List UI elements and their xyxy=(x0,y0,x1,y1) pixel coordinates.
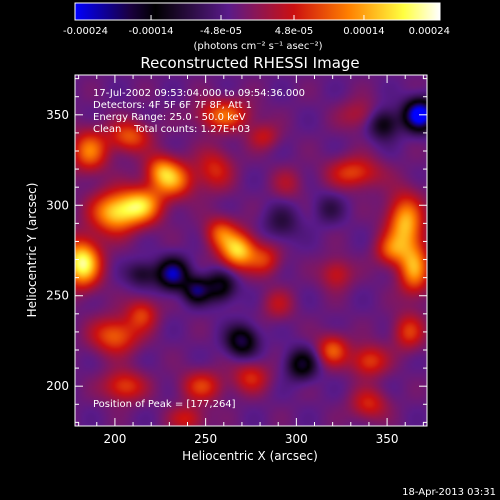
annotation-peak-position: Position of Peak = [177,264] xyxy=(93,399,236,410)
timestamp: 18-Apr-2013 03:31 xyxy=(402,487,496,498)
y-axis-label: Heliocentric Y (arcsec) xyxy=(25,183,39,318)
y-tick-label: 300 xyxy=(46,198,69,212)
x-tick-label: 300 xyxy=(285,432,308,446)
plot-frame xyxy=(74,74,428,427)
annotation-detectors: Detectors: 4F 5F 6F 7F 8F, Att 1 xyxy=(93,100,252,111)
colorbar-unit-label: (photons cm⁻² s⁻¹ asec⁻²) xyxy=(193,41,322,52)
colorbar-ticks: -0.00024 -0.00014 -4.8e-05 4.8e-05 0.00014 0.… xyxy=(63,15,450,37)
x-tick-label: 200 xyxy=(103,432,126,446)
annotation-time-range: 17-Jul-2002 09:53:04.000 to 09:54:36.000 xyxy=(93,88,305,99)
plot-axes: 200 250 300 350 200 250 300 350 xyxy=(46,74,428,446)
heatmap-image xyxy=(75,75,427,426)
colorbar-tick-label: 0.00024 xyxy=(409,26,450,37)
y-tick-label: 200 xyxy=(46,379,69,393)
annotation-total-counts: Clean Total counts: 1.27E+03 xyxy=(93,124,250,135)
colorbar-tick-label: 4.8e-05 xyxy=(275,26,313,37)
y-tick-label: 350 xyxy=(46,108,69,122)
y-tick-label: 250 xyxy=(46,289,69,303)
annotations: 17-Jul-2002 09:53:04.000 to 09:54:36.000… xyxy=(93,88,305,410)
colorbar-tick-label: -4.8e-05 xyxy=(200,26,242,37)
colorbar-tick-label: 0.00014 xyxy=(343,26,384,37)
annotation-energy-range: Energy Range: 25.0 - 50.0 keV xyxy=(93,112,246,123)
colorbar: -0.00024 -0.00014 -4.8e-05 4.8e-05 0.00014 0.… xyxy=(63,2,450,52)
chart-title: Reconstructed RHESSI Image xyxy=(140,54,359,72)
x-tick-label: 250 xyxy=(194,432,217,446)
colorbar-gradient xyxy=(74,2,441,21)
x-tick-label: 350 xyxy=(376,432,399,446)
x-axis-label: Heliocentric X (arcsec) xyxy=(182,449,318,463)
colorbar-tick-label: -0.00014 xyxy=(129,26,174,37)
colorbar-tick-label: -0.00024 xyxy=(63,26,108,37)
